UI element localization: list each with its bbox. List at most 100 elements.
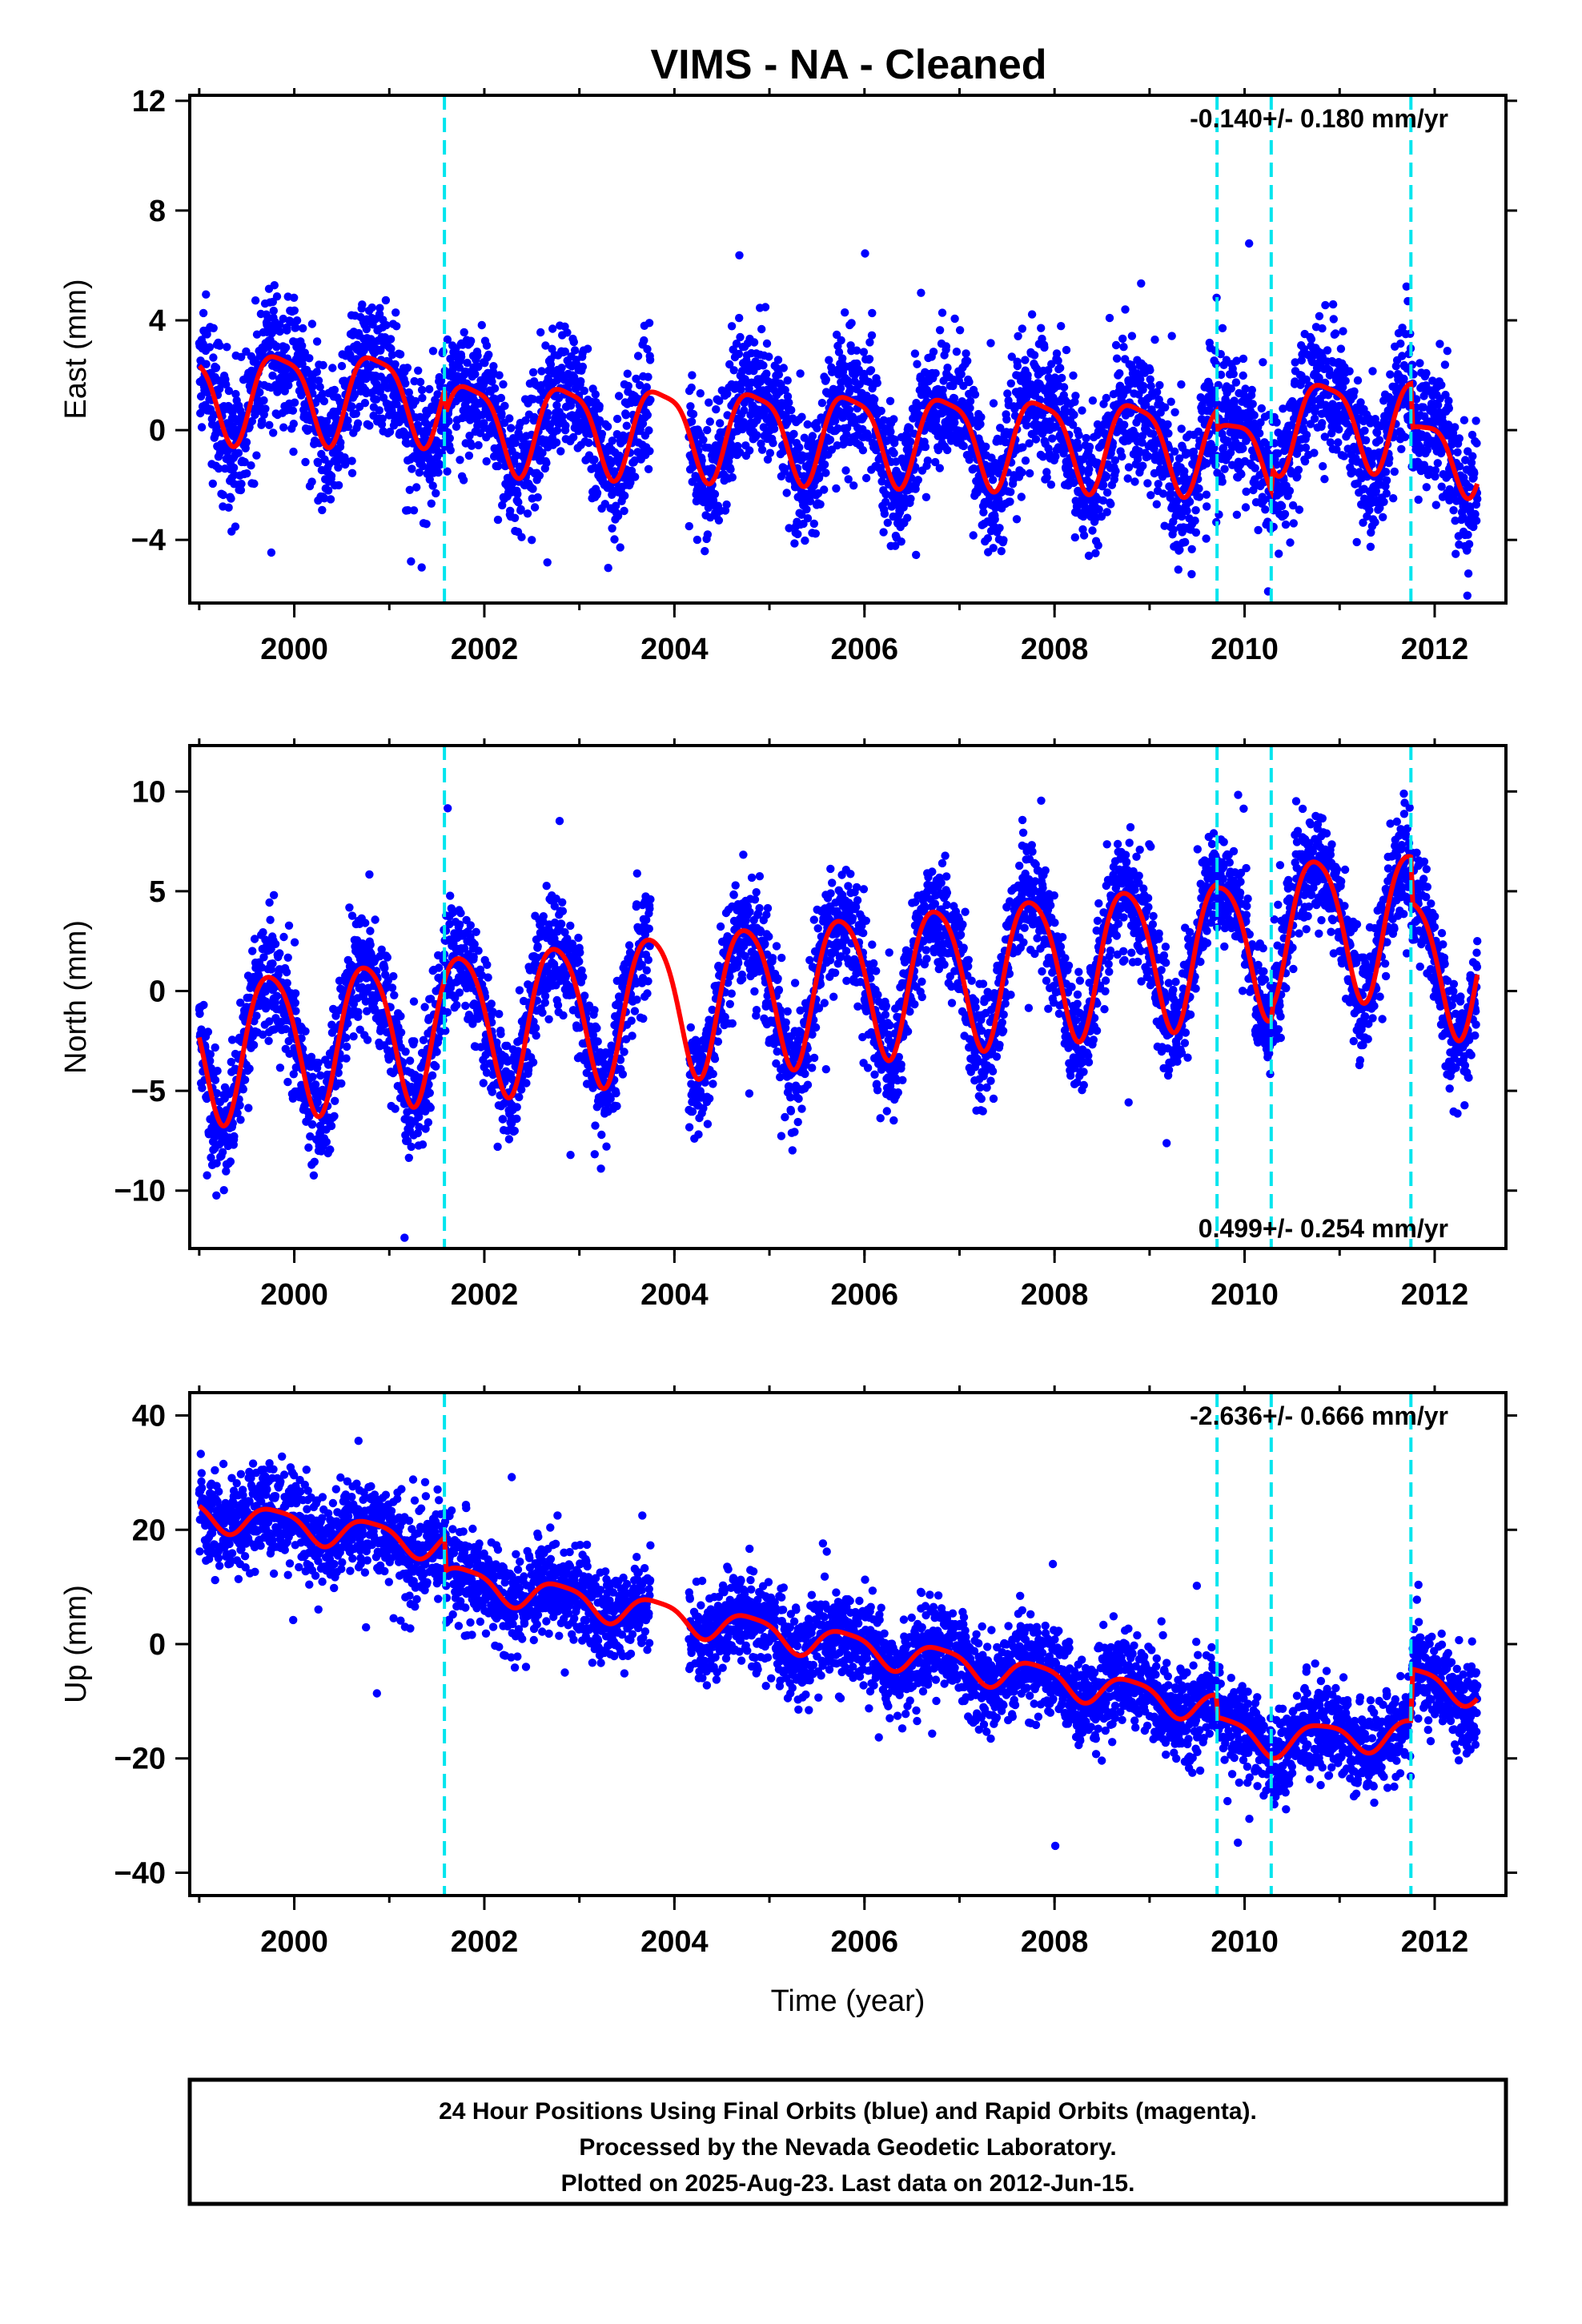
east-data-point — [583, 344, 592, 353]
east-data-point — [1328, 300, 1338, 309]
east-data-point — [1389, 494, 1398, 503]
east-data-point — [307, 477, 316, 486]
east-data-point — [614, 392, 624, 400]
north-data-point — [308, 1120, 317, 1129]
east-data-point — [1002, 415, 1011, 424]
east-data-point — [569, 432, 578, 442]
east-data-point — [1195, 484, 1203, 493]
east-data-point — [1443, 347, 1452, 356]
east-data-point — [735, 251, 744, 259]
east-data-point — [727, 322, 737, 331]
east-data-point — [533, 493, 542, 502]
east-data-point — [1180, 467, 1189, 476]
east-data-point — [1361, 436, 1371, 444]
north-data-point — [268, 959, 277, 968]
east-data-point — [1091, 549, 1100, 557]
east-data-point — [360, 399, 370, 408]
east-data-point — [1381, 468, 1391, 476]
east-data-point — [942, 342, 951, 351]
north-data-point — [249, 1040, 259, 1050]
east-data-point — [1323, 346, 1332, 355]
east-data-point — [643, 411, 652, 420]
east-data-point — [793, 529, 802, 539]
east-data-point — [935, 326, 945, 335]
east-data-point — [969, 531, 978, 540]
east-data-point — [234, 448, 243, 457]
east-data-point — [833, 424, 842, 433]
north-data-point — [236, 1116, 245, 1124]
east-data-point — [965, 377, 974, 387]
east-data-point — [556, 447, 565, 456]
east-data-point — [496, 393, 506, 403]
east-data-point — [1082, 433, 1090, 443]
east-data-point — [1320, 475, 1329, 484]
east-data-point — [1026, 468, 1034, 478]
east-data-point — [229, 463, 239, 472]
north-data-point — [203, 1171, 211, 1180]
figure-title: VIMS - NA - Cleaned — [650, 42, 1046, 88]
north-data-point — [284, 921, 294, 931]
east-data-point — [1285, 486, 1295, 496]
east-data-point — [1177, 380, 1186, 389]
east-data-point — [938, 385, 947, 394]
east-data-point — [392, 322, 401, 331]
east-x-tick-label: 2010 — [1211, 633, 1279, 666]
east-data-point — [307, 320, 317, 328]
east-data-point — [910, 349, 920, 358]
east-data-point — [313, 458, 323, 468]
east-data-point — [284, 381, 293, 390]
east-data-point — [417, 563, 426, 572]
east-data-point — [443, 335, 452, 344]
north-data-point — [199, 1000, 208, 1010]
east-data-point — [222, 380, 231, 389]
east-data-point — [861, 249, 869, 258]
north-data-point — [308, 1072, 317, 1082]
east-data-point — [224, 386, 234, 396]
east-data-point — [1115, 369, 1124, 378]
east-data-point — [753, 431, 761, 440]
east-data-point — [1021, 456, 1030, 465]
east-data-point — [1152, 500, 1162, 509]
east-data-point — [620, 506, 628, 516]
east-data-point — [1203, 502, 1211, 511]
east-data-point — [584, 438, 593, 448]
east-data-point — [703, 530, 713, 539]
north-data-point — [275, 1063, 285, 1072]
east-data-point — [736, 332, 745, 342]
north-data-point — [240, 1076, 250, 1084]
east-data-point — [797, 412, 806, 421]
east-data-point — [386, 335, 396, 344]
east-data-point — [1118, 334, 1127, 344]
east-data-point — [215, 464, 223, 473]
east-data-point — [347, 402, 356, 411]
east-data-point — [1272, 418, 1281, 427]
east-y-tick-label: 4 — [149, 304, 166, 338]
east-data-point — [1220, 464, 1229, 473]
east-data-point — [452, 422, 461, 431]
east-data-point — [236, 485, 246, 495]
panels-group: 2000 2002 2004 2006 2008 2010 2012−404812East … — [59, 85, 1517, 2018]
east-data-point — [983, 534, 993, 543]
east-data-point — [1472, 517, 1481, 525]
east-data-point — [199, 340, 207, 348]
north-data-point — [291, 999, 299, 1007]
east-data-point — [347, 468, 357, 477]
east-data-point — [1460, 416, 1469, 424]
east-data-point — [1229, 369, 1238, 379]
east-data-point — [498, 501, 507, 510]
east-data-point — [460, 328, 468, 337]
east-data-point — [552, 426, 562, 435]
east-data-point — [762, 369, 771, 378]
east-data-point — [1202, 534, 1211, 543]
east-x-tick-label: 2012 — [1401, 633, 1469, 666]
east-data-point — [322, 416, 331, 426]
east-data-point — [279, 423, 288, 432]
east-data-point — [1137, 279, 1146, 288]
east-data-point — [428, 481, 437, 490]
east-data-point — [381, 296, 391, 305]
east-data-point — [1307, 335, 1316, 344]
east-y-tick-label: 12 — [132, 85, 166, 119]
east-data-point — [237, 480, 246, 489]
east-data-point — [726, 465, 735, 474]
east-data-point — [1102, 508, 1111, 517]
